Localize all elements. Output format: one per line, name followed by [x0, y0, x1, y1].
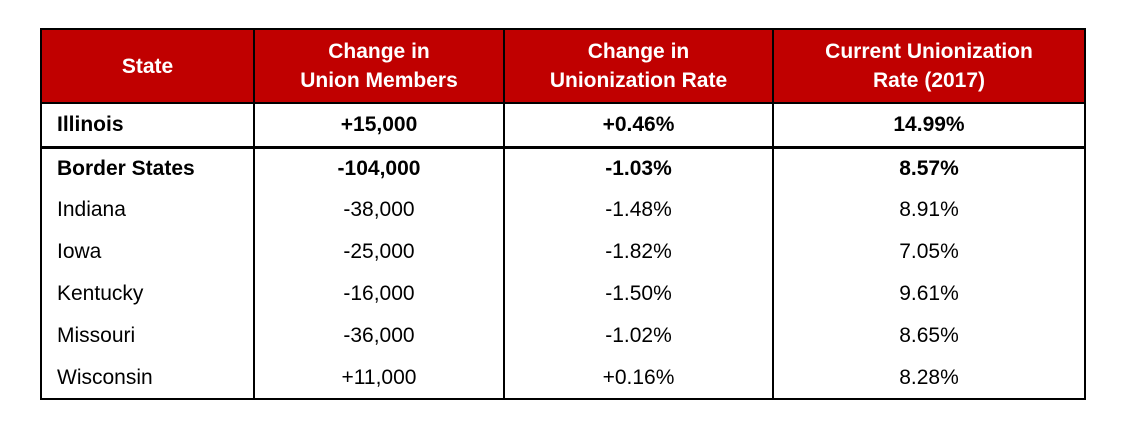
current-rate-cell: 8.91%: [772, 189, 1086, 231]
state-cell: Kentucky: [40, 273, 255, 315]
state-cell: Iowa: [40, 231, 255, 273]
change-members-cell: -38,000: [253, 189, 505, 231]
change-members-cell: -36,000: [253, 315, 505, 357]
column-header-state: State: [40, 29, 255, 104]
unionization-table: State Change in Union Members Change in …: [40, 28, 1086, 400]
change-members-cell: -104,000: [253, 147, 505, 189]
state-cell: Illinois: [40, 103, 255, 149]
current-rate-cell: 14.99%: [772, 103, 1086, 149]
change-rate-cell: -1.50%: [503, 273, 774, 315]
table-row-indiana: Indiana -38,000 -1.48% 8.91%: [40, 189, 1086, 231]
state-cell: Indiana: [40, 189, 255, 231]
change-members-cell: -16,000: [253, 273, 505, 315]
current-rate-cell: 9.61%: [772, 273, 1086, 315]
current-rate-cell: 8.57%: [772, 147, 1086, 189]
header-line: State: [121, 54, 174, 78]
current-rate-cell: 8.28%: [772, 357, 1086, 399]
table-row-missouri: Missouri -36,000 -1.02% 8.65%: [40, 315, 1086, 357]
change-rate-cell: -1.82%: [503, 231, 774, 273]
table-row-iowa: Iowa -25,000 -1.82% 7.05%: [40, 231, 1086, 273]
change-rate-cell: +0.46%: [503, 103, 774, 149]
current-rate-cell: 7.05%: [772, 231, 1086, 273]
table-body: Illinois +15,000 +0.46% 14.99% Border St…: [40, 103, 1086, 399]
table-header: State Change in Union Members Change in …: [40, 29, 1086, 104]
change-rate-cell: +0.16%: [503, 357, 774, 399]
header-line: Union Members: [300, 69, 458, 92]
header-line: Change in: [328, 40, 430, 63]
change-members-cell: +15,000: [253, 103, 505, 149]
state-cell: Missouri: [40, 315, 255, 357]
column-header-change-union-members: Change in Union Members: [253, 29, 505, 104]
header-line: Change in: [587, 40, 690, 63]
change-rate-cell: -1.48%: [503, 189, 774, 231]
table-row-border-states: Border States -104,000 -1.03% 8.57%: [40, 147, 1086, 189]
header-line: Current Unionization: [825, 40, 1033, 63]
column-header-change-unionization-rate: Change in Unionization Rate: [503, 29, 774, 104]
header-row: State Change in Union Members Change in …: [40, 29, 1086, 104]
change-rate-cell: -1.03%: [503, 147, 774, 189]
column-header-current-unionization-rate: Current Unionization Rate (2017): [772, 29, 1086, 104]
table-row-kentucky: Kentucky -16,000 -1.50% 9.61%: [40, 273, 1086, 315]
header-line: Rate (2017): [872, 69, 986, 92]
header-line: Unionization Rate: [549, 69, 728, 92]
state-cell: Border States: [40, 147, 255, 189]
table-row-wisconsin: Wisconsin +11,000 +0.16% 8.28%: [40, 357, 1086, 399]
change-rate-cell: -1.02%: [503, 315, 774, 357]
change-members-cell: -25,000: [253, 231, 505, 273]
change-members-cell: +11,000: [253, 357, 505, 399]
state-cell: Wisconsin: [40, 357, 255, 399]
table-row-illinois: Illinois +15,000 +0.46% 14.99%: [40, 103, 1086, 149]
current-rate-cell: 8.65%: [772, 315, 1086, 357]
